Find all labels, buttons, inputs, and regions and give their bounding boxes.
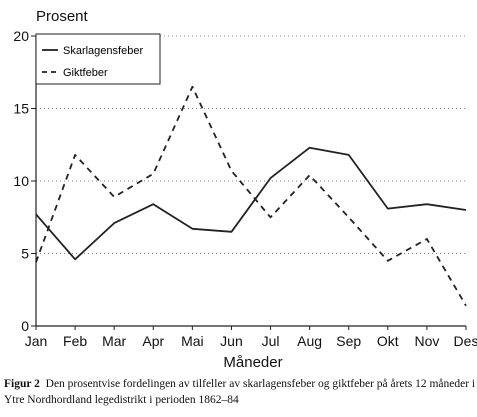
x-axis-label: Måneder	[223, 354, 282, 371]
x-tick-label: Feb	[63, 333, 87, 349]
x-tick-label: Des	[454, 333, 477, 349]
y-tick-labels: 0 5 10 15 20	[13, 28, 29, 334]
y-tick-label: 15	[13, 101, 29, 117]
x-tick-label: Jun	[220, 333, 243, 349]
y-axis-label: Prosent	[36, 8, 89, 25]
caption-text: Den prosentvise fordelingen av tilfeller…	[4, 378, 476, 406]
x-tick-label: Okt	[377, 333, 399, 349]
caption-label: Figur 2	[4, 378, 40, 390]
x-tick-label: Apr	[142, 333, 164, 349]
x-tick-label: Nov	[414, 333, 439, 349]
y-tick-label: 10	[13, 173, 29, 189]
x-tick-label: Mai	[181, 333, 204, 349]
line-chart: Prosent 0 5 10 15 20 Jan Feb Mar Apr Mai Jun Jul Au…	[13, 8, 477, 371]
x-tick-label: Jan	[25, 333, 48, 349]
legend-label-giktfeber: Giktfeber	[63, 67, 108, 79]
x-tick-label: Jul	[262, 333, 280, 349]
figure-caption: Figur 2 Den prosentvise fordelingen av t…	[4, 376, 476, 408]
x-tick-label: Mar	[102, 333, 126, 349]
series-line-giktfeber	[35, 85, 467, 307]
series-line-skarlagensfeber	[35, 146, 467, 261]
series-lines	[35, 85, 467, 307]
legend-box	[35, 33, 161, 85]
y-tick-label: 0	[21, 318, 29, 334]
x-tick-label: Aug	[297, 333, 322, 349]
legend: Skarlagensfeber Giktfeber	[35, 33, 161, 85]
x-tick-labels: Jan Feb Mar Apr Mai Jun Jul Aug Sep Okt Nov Des	[25, 333, 477, 349]
y-tick-label: 5	[21, 246, 29, 262]
y-tick-label: 20	[13, 28, 29, 44]
legend-label-skarlagensfeber: Skarlagensfeber	[63, 45, 143, 57]
x-tick-label: Sep	[336, 333, 361, 349]
